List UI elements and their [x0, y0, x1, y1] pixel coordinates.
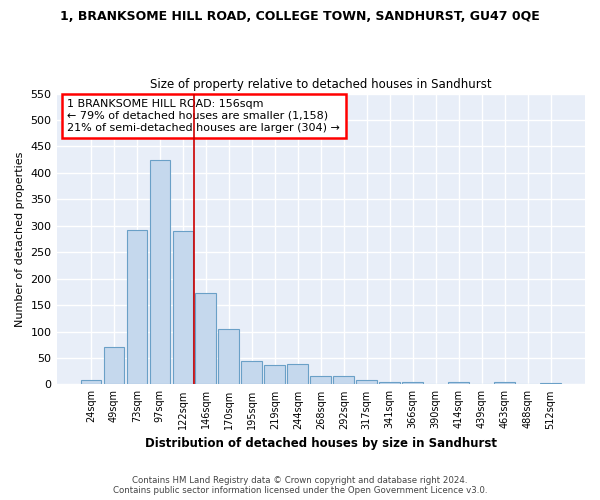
- Text: 1, BRANKSOME HILL ROAD, COLLEGE TOWN, SANDHURST, GU47 0QE: 1, BRANKSOME HILL ROAD, COLLEGE TOWN, SA…: [60, 10, 540, 23]
- Bar: [356, 380, 377, 384]
- Bar: [218, 329, 239, 384]
- Bar: [149, 160, 170, 384]
- Bar: [104, 348, 124, 385]
- Bar: [540, 383, 561, 384]
- Title: Size of property relative to detached houses in Sandhurst: Size of property relative to detached ho…: [150, 78, 491, 91]
- Bar: [287, 364, 308, 384]
- Bar: [403, 382, 423, 384]
- Bar: [494, 382, 515, 384]
- Y-axis label: Number of detached properties: Number of detached properties: [15, 152, 25, 326]
- Bar: [265, 365, 285, 384]
- Bar: [80, 380, 101, 384]
- Text: Contains HM Land Registry data © Crown copyright and database right 2024.
Contai: Contains HM Land Registry data © Crown c…: [113, 476, 487, 495]
- Text: 1 BRANKSOME HILL ROAD: 156sqm
← 79% of detached houses are smaller (1,158)
21% o: 1 BRANKSOME HILL ROAD: 156sqm ← 79% of d…: [67, 100, 340, 132]
- Bar: [196, 293, 216, 384]
- Bar: [334, 376, 354, 384]
- Bar: [310, 376, 331, 384]
- X-axis label: Distribution of detached houses by size in Sandhurst: Distribution of detached houses by size …: [145, 437, 497, 450]
- Bar: [379, 382, 400, 384]
- Bar: [173, 231, 193, 384]
- Bar: [127, 230, 147, 384]
- Bar: [448, 382, 469, 384]
- Bar: [241, 361, 262, 384]
